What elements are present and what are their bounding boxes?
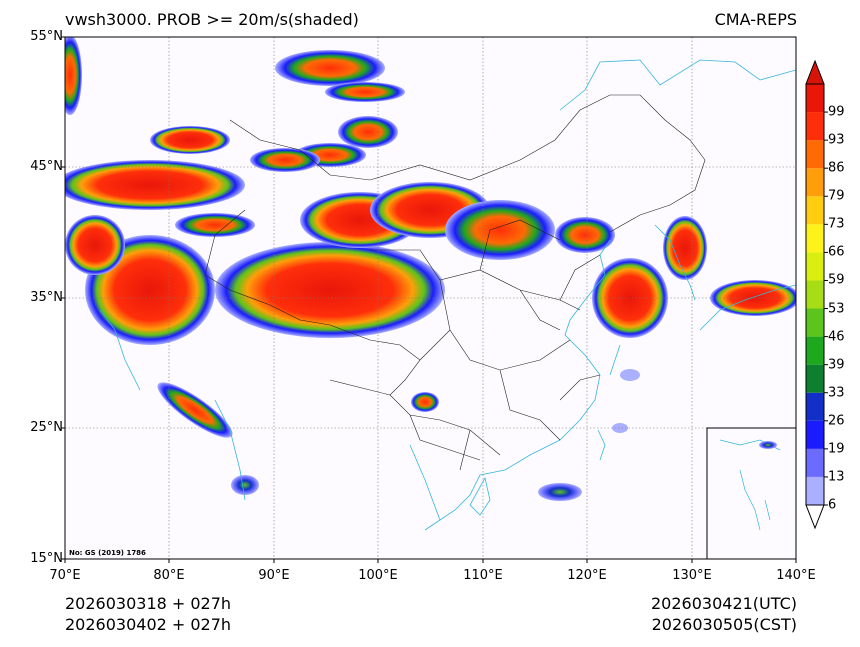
colorbar-level-label: 26 <box>828 413 845 429</box>
inset-shaded-area <box>759 441 777 449</box>
lon-label-90e: 90°E <box>258 568 290 583</box>
lat-label-25n: 25°N <box>30 420 63 435</box>
lat-label-55n: 55°N <box>30 29 63 44</box>
colorbar-segment <box>806 308 824 337</box>
colorbar-level-label: 66 <box>828 244 845 260</box>
lon-label-110e: 110°E <box>463 568 503 583</box>
init-time-block: 2026030318 + 027h 2026030402 + 027h <box>65 593 231 635</box>
colorbar-level-label: 73 <box>828 216 845 232</box>
lon-label-80e: 80°E <box>153 568 185 583</box>
colorbar-segment <box>806 336 824 365</box>
colorbar-segment <box>806 364 824 393</box>
colorbar-level-label: 46 <box>828 329 845 345</box>
colorbar-level-label: 93 <box>828 132 845 148</box>
colorbar-segment <box>806 168 824 197</box>
colorbar-segment <box>806 252 824 281</box>
lat-label-15n: 15°N <box>30 551 63 566</box>
lat-label-45n: 45°N <box>30 159 63 174</box>
colorbar-segment <box>806 84 824 113</box>
colorbar-level-label: 79 <box>828 188 845 204</box>
gridlines <box>65 37 796 559</box>
colorbar-segment <box>806 392 824 421</box>
chart-title: vwsh3000. PROB >= 20m/s(shaded) <box>65 10 359 29</box>
colorbar-segment <box>806 280 824 309</box>
init-time-utc: 2026030318 + 027h <box>65 594 232 613</box>
borders <box>204 94 706 471</box>
colorbar-level-label: 59 <box>828 272 845 288</box>
colorbar-level-label: 86 <box>828 160 845 176</box>
colorbar-over-arrow <box>805 59 825 85</box>
colorbar-segment <box>806 448 824 477</box>
colorbar-frame <box>805 83 825 506</box>
lon-label-120e: 120°E <box>567 568 607 583</box>
south-china-sea-inset <box>706 427 797 560</box>
colorbar-under-arrow <box>805 504 825 530</box>
colorbar-segment <box>806 112 824 141</box>
map-approval-number: No: GS (2019) 1786 <box>69 549 146 557</box>
colorbar-level-label: 53 <box>828 301 845 317</box>
colorbar-segment <box>806 224 824 253</box>
init-time-cst: 2026030402 + 027h <box>65 615 232 634</box>
valid-time-utc: 2026030421(UTC) <box>651 594 797 613</box>
lat-label-35n: 35°N <box>30 290 63 305</box>
valid-time-block: 2026030421(UTC) 2026030505(CST) <box>651 593 797 635</box>
colorbar-level-label: 39 <box>828 357 845 373</box>
valid-time-cst: 2026030505(CST) <box>651 615 797 634</box>
colorbar-level-label: 33 <box>828 385 845 401</box>
colorbar-segment <box>806 140 824 169</box>
colorbar-segment <box>806 420 824 449</box>
lon-label-70e: 70°E <box>49 568 81 583</box>
lon-label-140e: 140°E <box>776 568 816 583</box>
lon-label-100e: 100°E <box>358 568 398 583</box>
axis-ticks <box>61 36 797 563</box>
shaded-probability-areas <box>65 37 796 501</box>
colorbar-level-label: 6 <box>828 497 837 513</box>
colorbar-level-label: 99 <box>828 104 845 120</box>
coastline <box>99 59 796 531</box>
colorbar-segment <box>806 476 824 505</box>
colorbar-level-label: 19 <box>828 441 845 457</box>
lon-label-130e: 130°E <box>672 568 712 583</box>
colorbar-segment <box>806 196 824 225</box>
model-name: CMA-REPS <box>714 10 797 29</box>
colorbar-level-label: 13 <box>828 469 845 485</box>
colorbar <box>805 59 828 530</box>
